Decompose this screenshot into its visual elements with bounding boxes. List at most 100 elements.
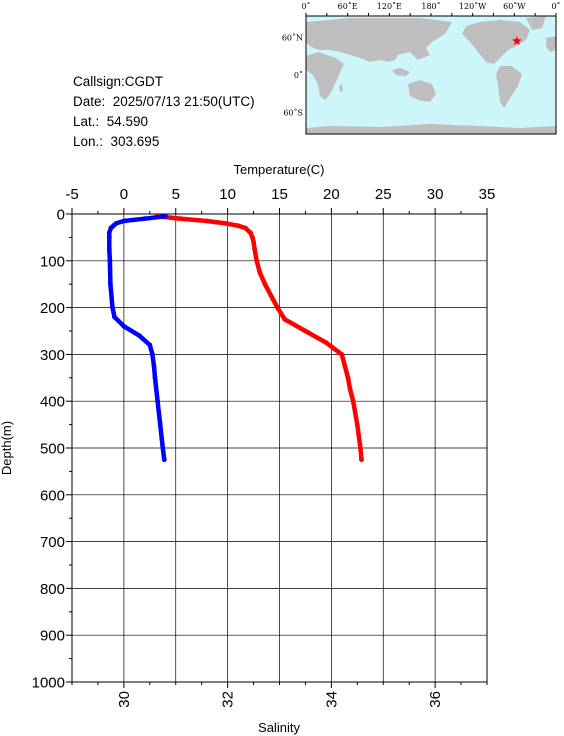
temperature-tick-label: 25 (375, 186, 392, 203)
map-longitude-labels: 0˚ 60˚E 120˚E 180˚ 120˚W 60˚W 0˚ (301, 2, 561, 16)
temperature-point (354, 422, 360, 427)
latitude-text: Lat.: 54.590 (73, 114, 149, 129)
map-longitude-label: 120˚E (377, 2, 402, 11)
temperature-point (350, 398, 356, 404)
salinity-profile-line (107, 214, 168, 462)
temperature-point (359, 457, 364, 463)
temperature-tick-label: 30 (427, 186, 444, 203)
map-south-america (496, 66, 522, 108)
salinity-axis: 30 32 34 36 (71, 682, 488, 708)
salinity-point (147, 342, 153, 348)
temperature-point (275, 305, 280, 310)
longitude-text: Lon.: 303.695 (73, 134, 160, 149)
map-madagascar (339, 84, 343, 92)
temperature-point (339, 352, 345, 357)
station-star (512, 36, 522, 45)
temperature-axis-label: Temperature(C) (233, 162, 324, 177)
depth-tick-label: 200 (40, 300, 65, 317)
temperature-tick-label: -5 (65, 186, 78, 203)
temperature-tick-label: 5 (172, 186, 180, 203)
temperature-point (252, 246, 257, 252)
salinity-point (106, 235, 112, 240)
map-indonesia (392, 68, 410, 76)
temperature-point (282, 316, 288, 322)
date-text: Date: 2025/07/13 21:50(UTC) (73, 94, 255, 109)
salinity-point (110, 305, 115, 310)
salinity-point (108, 281, 113, 287)
salinity-point (137, 333, 142, 339)
map-latitude-label: 60˚N (282, 34, 303, 43)
depth-tick-label: 800 (40, 581, 65, 598)
temperature-tick-label: 15 (271, 186, 288, 203)
profile-series (106, 213, 364, 463)
station-marker (512, 36, 522, 45)
map-land (306, 16, 556, 134)
salinity-point (106, 246, 112, 252)
map-longitude-label: 180˚ (421, 2, 440, 11)
temperature-point (257, 270, 263, 275)
map-australia (408, 80, 436, 102)
map-japan (424, 38, 428, 48)
map-greenland (526, 16, 546, 30)
map-latitude-label: 60˚S (283, 108, 303, 117)
temperature-profile-line (154, 214, 364, 462)
depth-tick-label: 0 (57, 207, 65, 224)
map-longitude-label: 0˚ (301, 2, 310, 11)
callsign-text: Callsign:CGDT (73, 74, 164, 89)
temperature-point (250, 235, 255, 240)
temperature-point (323, 340, 329, 346)
temperature-point (268, 293, 274, 299)
temperature-point (242, 225, 248, 231)
temperature-point (342, 363, 348, 369)
depth-tick-label: 100 (40, 253, 65, 270)
depth-tick-label: 700 (40, 534, 65, 551)
temperature-point (223, 221, 229, 226)
map-latitude-labels: 60˚N 0˚ 60˚S (282, 34, 303, 118)
depth-tick-label: 300 (40, 347, 65, 364)
salinity-tick-label: 32 (220, 691, 237, 708)
map-latitude-label: 0˚ (294, 71, 303, 80)
salinity-point (155, 398, 161, 404)
salinity-tick-label: 36 (427, 691, 444, 708)
salinity-point (152, 375, 158, 381)
temperature-point (235, 223, 241, 229)
temperature-point (204, 218, 210, 224)
salinity-point (160, 445, 166, 451)
salinity-point (142, 216, 148, 222)
map-longitude-label: 60˚E (338, 2, 358, 11)
depth-axis: 0 100 200 300 400 500 600 700 800 900 1000 (32, 207, 72, 692)
temperature-axis: -5 0 5 10 15 20 25 30 35 (65, 186, 495, 214)
salinity-point (112, 314, 117, 320)
map-africa (306, 52, 344, 100)
depth-tick-label: 1000 (32, 675, 65, 692)
depth-tick-label: 500 (40, 441, 65, 458)
temperature-tick-label: 20 (323, 186, 340, 203)
salinity-point (121, 323, 127, 329)
depth-tick-label: 400 (40, 394, 65, 411)
salinity-point (107, 258, 113, 264)
temperature-point (358, 445, 363, 451)
temperature-point (254, 258, 260, 264)
salinity-point (157, 422, 163, 427)
temperature-point (262, 281, 268, 287)
temperature-point (345, 375, 351, 381)
salinity-point (108, 225, 114, 231)
temperature-point (303, 328, 308, 334)
temperature-point (347, 387, 353, 392)
salinity-tick-label: 34 (323, 691, 340, 708)
map-longitude-label: 120˚W (459, 2, 487, 11)
salinity-point (161, 457, 167, 463)
depth-tick-label: 900 (40, 628, 65, 645)
depth-tick-label: 600 (40, 487, 65, 504)
salinity-tick-label: 30 (116, 691, 133, 708)
map-eurasia (306, 18, 452, 62)
station-info: Callsign:CGDT Date: 2025/07/13 21:50(UTC… (73, 72, 255, 152)
map-antarctica (306, 124, 556, 134)
location-map: 0˚ 60˚E 120˚E 180˚ 120˚W 60˚W 0˚ 60˚N 0˚ 60˚S (282, 2, 561, 135)
temperature-point (248, 230, 253, 236)
map-longitude-label: 60˚W (503, 2, 526, 11)
temperature-point (178, 216, 184, 222)
temperature-tick-label: 35 (479, 186, 496, 203)
